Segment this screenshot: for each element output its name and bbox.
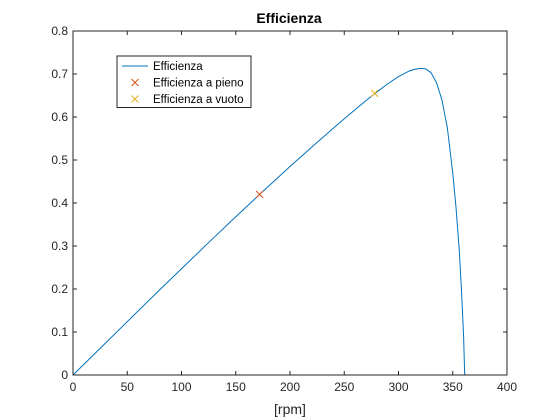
x-tick-label: 50 — [121, 380, 135, 394]
x-tick-label: 100 — [171, 380, 191, 394]
legend-entry-efficienza-a-vuoto: Efficienza a vuoto — [153, 94, 244, 106]
x-tick-label: 400 — [497, 380, 517, 394]
y-tick-label: 0.6 — [51, 110, 68, 124]
y-tick-label: 0.8 — [51, 24, 68, 38]
legend-swatch-efficienza-a-pieno — [131, 78, 139, 87]
y-tick-label: 0 — [61, 368, 68, 382]
efficienza-a-pieno-marker — [255, 190, 264, 199]
x-axis-label: [rpm] — [274, 401, 306, 417]
x-tick-label: 250 — [334, 380, 354, 394]
y-tick-label: 0.1 — [51, 325, 68, 339]
x-tick-label: 150 — [226, 380, 246, 394]
series-layer — [72, 67, 466, 376]
efficienza-a-vuoto-marker — [370, 89, 379, 98]
y-tick-label: 0.5 — [51, 153, 68, 167]
chart-title: Efficienza — [256, 10, 322, 26]
legend-entry-efficienza: Efficienza — [153, 61, 203, 73]
y-axis-ticks: 0 0.1 0.2 0.3 0.4 0.5 0.6 0.7 0.8 — [51, 24, 507, 382]
y-tick-label: 0.4 — [51, 196, 68, 210]
x-tick-label: 200 — [280, 380, 300, 394]
y-tick-label: 0.2 — [51, 282, 68, 296]
x-axis-ticks: 0 50 100 150 200 250 300 350 400 — [70, 31, 517, 394]
legend-swatch-efficienza-a-vuoto — [131, 95, 139, 103]
x-tick-label: 300 — [388, 380, 408, 394]
y-tick-label: 0.3 — [51, 239, 68, 253]
efficienza-line — [72, 67, 466, 376]
legend-box — [116, 55, 252, 108]
legend-entry-efficienza-a-pieno: Efficienza a pieno — [153, 78, 244, 90]
y-tick-label: 0.7 — [51, 67, 68, 81]
legend: Efficienza Efficienza a pieno Efficienza a… — [116, 55, 252, 108]
x-tick-label: 350 — [443, 380, 463, 394]
x-tick-label: 0 — [70, 380, 77, 394]
